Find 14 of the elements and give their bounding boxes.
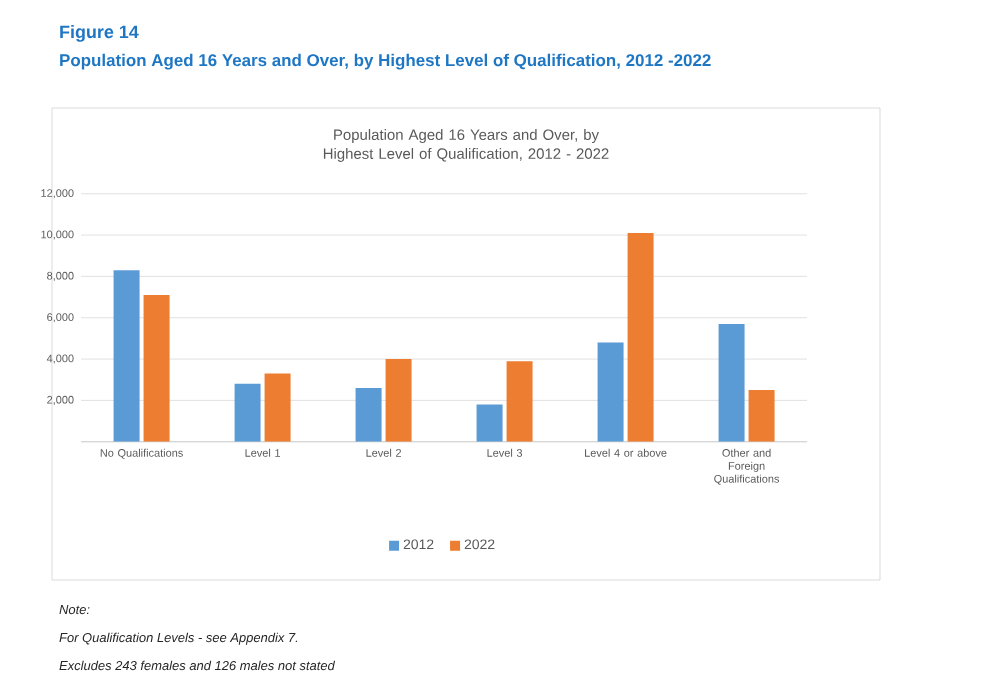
bar	[113, 270, 140, 442]
bar	[506, 361, 533, 442]
bar	[718, 323, 745, 442]
bar	[597, 342, 624, 442]
caption: Figure 14	[60, 25, 139, 42]
text: Population Aged 16 Years and Over, by Highest Level of Qualification, 2012 -2022	[60, 53, 711, 70]
bar	[234, 383, 261, 442]
bar	[385, 359, 412, 442]
bar	[264, 373, 291, 442]
bar	[748, 390, 775, 442]
bar	[355, 388, 382, 442]
bar	[627, 233, 654, 442]
bar	[476, 404, 503, 442]
bar	[143, 295, 170, 442]
